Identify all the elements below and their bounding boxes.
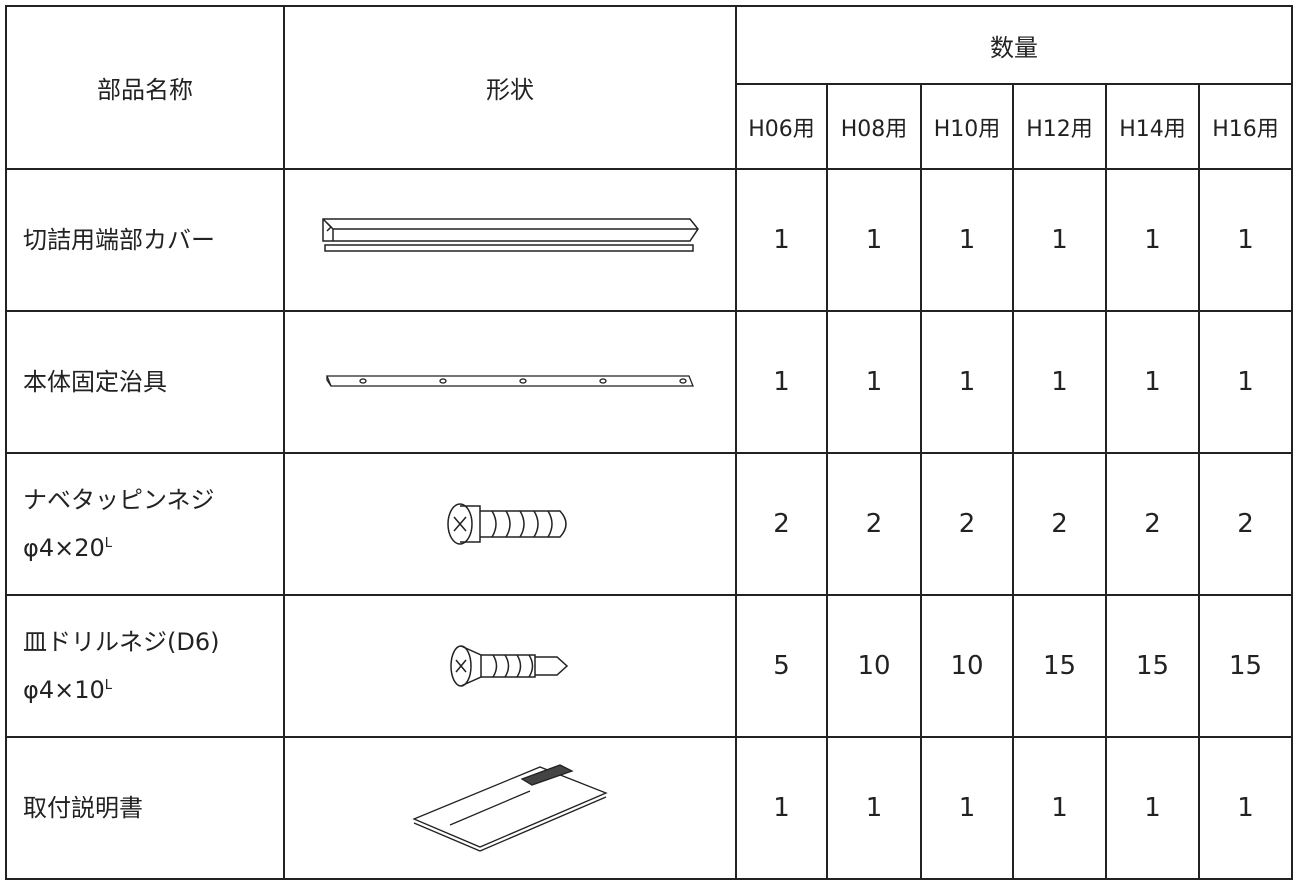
quantity: 15 (1105, 594, 1200, 738)
quantity: 10 (920, 594, 1014, 738)
quantity: 1 (920, 736, 1014, 880)
name-line: φ4×10 (23, 676, 105, 704)
quantity: 1 (735, 310, 828, 454)
quantity: 1 (920, 310, 1014, 454)
length-mark: L (104, 678, 112, 693)
quantity: 1 (1197, 736, 1294, 880)
quantity: 1 (1105, 168, 1200, 312)
quantity: 1 (826, 310, 922, 454)
quantity: 1 (1012, 736, 1107, 880)
quantity: 1 (1105, 736, 1200, 880)
quantity: 2 (826, 452, 922, 596)
quantity: 10 (826, 594, 922, 738)
shape-cell (283, 736, 737, 880)
shape-cell (283, 452, 737, 596)
table-row: 皿ドリルネジ(D6) φ4×10L 5 10 10 15 15 15 (5, 594, 1294, 738)
part-name: 皿ドリルネジ(D6) φ4×10L (5, 594, 285, 738)
name-line: 切詰用端部カバー (23, 226, 215, 254)
quantity: 1 (826, 168, 922, 312)
part-name: 切詰用端部カバー (5, 168, 285, 312)
shape-cell (283, 594, 737, 738)
name-line: φ4×20 (23, 534, 105, 562)
table-row: 取付説明書 1 1 1 1 1 1 (5, 736, 1294, 880)
part-name: ナベタッピンネジ φ4×20L (5, 452, 285, 596)
quantity: 1 (735, 168, 828, 312)
quantity: 1 (735, 736, 828, 880)
quantity: 1 (920, 168, 1014, 312)
shape-cell (283, 168, 737, 312)
table-row: ナベタッピンネジ φ4×20L 2 2 2 2 2 2 (5, 452, 1294, 596)
name-line: ナベタッピンネジ (23, 486, 215, 514)
quantity: 1 (1197, 310, 1294, 454)
quantity: 15 (1012, 594, 1107, 738)
model-header: H06用 (735, 83, 828, 170)
quantity: 2 (1197, 452, 1294, 596)
model-header: H08用 (826, 83, 922, 170)
quantity: 15 (1197, 594, 1294, 738)
name-line: 本体固定治具 (23, 368, 167, 396)
quantity: 1 (1197, 168, 1294, 312)
quantity: 1 (1012, 310, 1107, 454)
length-mark: L (104, 536, 112, 551)
model-header: H12用 (1012, 83, 1107, 170)
quantity: 5 (735, 594, 828, 738)
part-name: 取付説明書 (5, 736, 285, 880)
quantity: 2 (1012, 452, 1107, 596)
quantity: 1 (826, 736, 922, 880)
icon-drill-screw (450, 645, 569, 687)
quantity: 2 (920, 452, 1014, 596)
model-header: H16用 (1197, 83, 1294, 170)
icon-jig (326, 375, 694, 387)
icon-manual (412, 764, 608, 852)
model-header: H10用 (920, 83, 1014, 170)
quantity: 2 (1105, 452, 1200, 596)
name-line: 皿ドリルネジ(D6) (23, 628, 220, 656)
quantity: 2 (735, 452, 828, 596)
quantity: 1 (1105, 310, 1200, 454)
shape-cell (283, 310, 737, 454)
model-header: H14用 (1105, 83, 1200, 170)
parts-table: 部品名称 形状 数量 H06用 H08用 H10用 H12用 H14用 H16用 切詰用端… (5, 5, 1294, 880)
header-cell: 部品名称 (5, 5, 285, 170)
header-cell: 数量 (734, 5, 1294, 85)
name-line: 取付説明書 (23, 794, 143, 822)
table-row: 本体固定治具 1 1 1 1 1 1 (5, 310, 1294, 454)
table-row: 切詰用端部カバー 1 1 1 1 1 1 (5, 168, 1294, 312)
icon-screw (447, 503, 567, 545)
part-name: 本体固定治具 (5, 310, 285, 454)
quantity: 1 (1012, 168, 1107, 312)
icon-cover (322, 218, 699, 252)
header-cell: 形状 (283, 5, 737, 170)
